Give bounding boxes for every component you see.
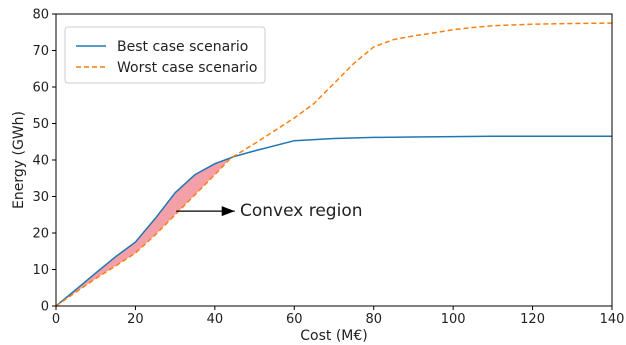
x-tick-label: 120	[520, 312, 545, 327]
y-tick-label: 80	[32, 8, 49, 23]
y-tick-label: 60	[32, 81, 49, 96]
x-tick-label: 100	[441, 312, 466, 327]
y-tick-label: 10	[32, 263, 49, 278]
legend-box	[64, 26, 266, 84]
y-tick-label: 50	[32, 117, 49, 132]
convex-region-fill	[56, 158, 231, 306]
y-tick-label: 30	[32, 190, 49, 205]
series-line-worst-case	[55, 22, 613, 307]
legend-label-best: Best case scenario	[117, 39, 248, 55]
x-tick-label: 0	[52, 312, 60, 327]
y-tick-label: 70	[32, 44, 49, 59]
x-tick-label: 80	[365, 312, 382, 327]
y-axis-ticks: 0 10 20 30 40 50 60 70 80	[32, 8, 56, 315]
x-tick-label: 20	[127, 312, 144, 327]
x-tick-label: 40	[207, 312, 224, 327]
annotation-text: Convex region	[240, 201, 363, 221]
x-axis-label: Cost (M€)	[300, 328, 367, 344]
y-tick-label: 0	[41, 300, 49, 315]
y-tick-label: 20	[32, 227, 49, 242]
x-tick-label: 140	[600, 312, 625, 327]
y-tick-label: 40	[32, 154, 49, 169]
annotation-arrow-head	[221, 206, 235, 217]
legend-label-worst: Worst case scenario	[117, 60, 257, 76]
x-axis-ticks: 0 20 40 60 80 100 120 140	[52, 306, 625, 327]
y-axis-label: Energy (GWh)	[11, 111, 27, 209]
legend: Best case scenario Worst case scenario	[64, 26, 266, 84]
x-tick-label: 60	[286, 312, 303, 327]
series-line-best-case	[55, 135, 612, 307]
